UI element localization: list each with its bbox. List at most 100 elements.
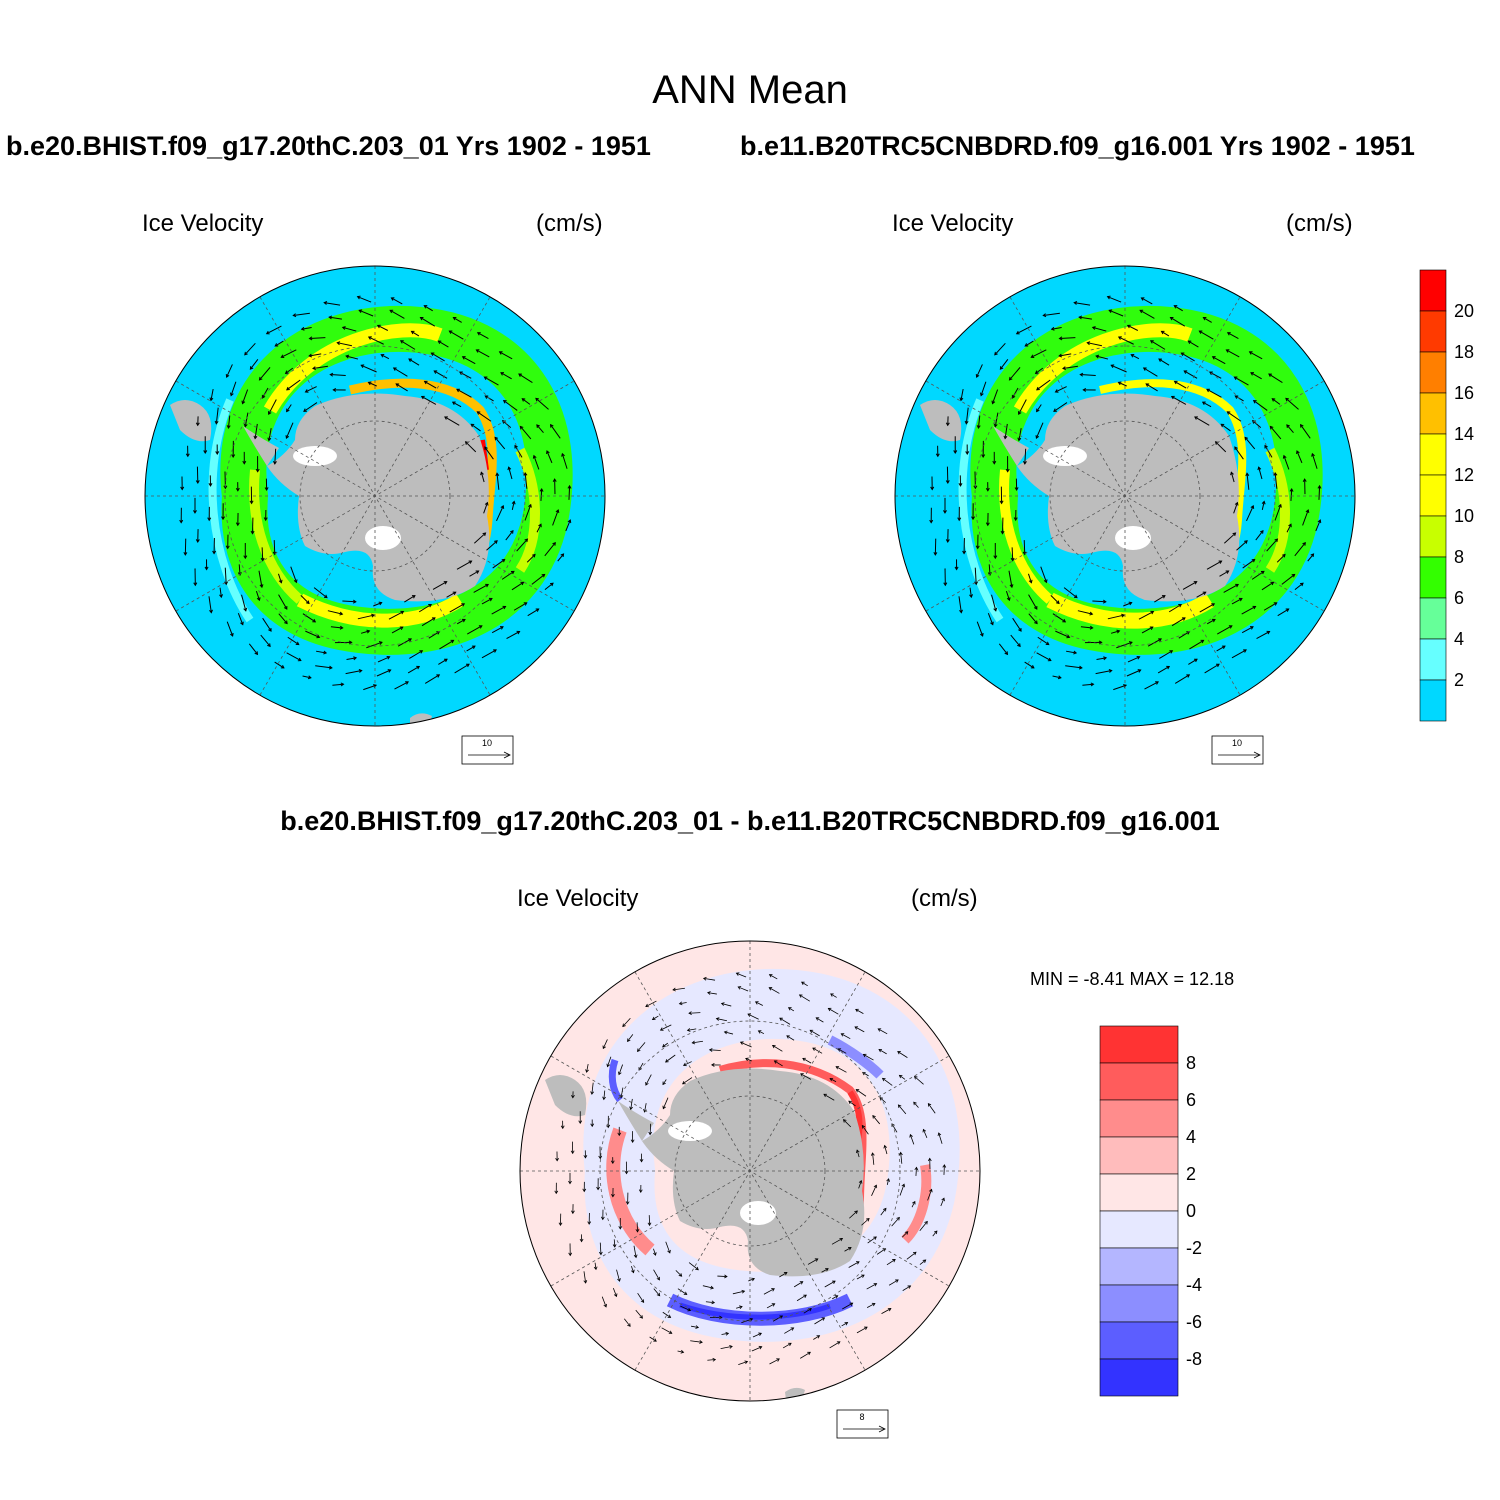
- velocity-vector-head: [707, 991, 711, 995]
- velocity-vector-head: [1117, 336, 1122, 340]
- velocity-vector: [377, 656, 390, 663]
- velocity-vector: [1037, 636, 1049, 645]
- velocity-vector: [1206, 560, 1222, 570]
- velocity-vector: [1052, 613, 1066, 623]
- velocity-vector-head: [1106, 295, 1111, 300]
- velocity-vector: [1234, 376, 1249, 386]
- velocity-vector-head: [1121, 613, 1126, 618]
- velocity-vector-head: [568, 1180, 572, 1185]
- velocity-vector: [492, 559, 506, 569]
- velocity-vector: [622, 1018, 631, 1027]
- velocity-vector: [812, 1047, 823, 1054]
- velocity-vector: [420, 317, 436, 327]
- velocity-vector-head: [959, 397, 964, 402]
- velocity-vector: [1315, 519, 1321, 532]
- velocity-vector-head: [476, 332, 481, 336]
- velocity-vector-head: [969, 594, 973, 599]
- velocity-vector-head: [1198, 330, 1203, 334]
- velocity-vector: [901, 1231, 909, 1238]
- velocity-vector: [772, 1315, 783, 1322]
- velocity-vector: [999, 359, 1009, 370]
- velocity-vector-head: [356, 295, 361, 300]
- velocity-vector: [1161, 330, 1170, 337]
- velocity-vector: [1230, 472, 1235, 483]
- velocity-vector: [1154, 595, 1166, 603]
- velocity-vector: [675, 1270, 682, 1277]
- velocity-vector-head: [339, 611, 344, 616]
- velocity-vector: [824, 1280, 836, 1288]
- velocity-vector: [1036, 379, 1051, 391]
- velocity-vector-head: [1220, 423, 1225, 428]
- velocity-vector: [709, 1049, 721, 1051]
- velocity-vector: [661, 1327, 672, 1334]
- velocity-vector-head: [323, 301, 328, 305]
- velocity-vector-head: [1140, 297, 1145, 301]
- velocity-vector: [226, 621, 234, 637]
- velocity-vector-head: [1155, 681, 1159, 685]
- velocity-vector-head: [999, 366, 1004, 370]
- velocity-vector-head: [195, 539, 200, 543]
- left-reference-vector: 10: [461, 735, 514, 765]
- velocity-vector: [368, 381, 377, 387]
- velocity-vector-head: [1053, 408, 1057, 412]
- velocity-vector-head: [285, 435, 290, 440]
- diff-colorbar-box: [1099, 1062, 1179, 1101]
- velocity-vector-head: [602, 1045, 606, 1050]
- velocity-vector: [809, 1029, 820, 1037]
- velocity-vector: [1302, 509, 1309, 526]
- right-reference-vector-label: 10: [1232, 738, 1242, 748]
- velocity-vector-head: [600, 1216, 605, 1221]
- velocity-vector-head: [494, 436, 499, 441]
- velocity-vector-head: [1005, 468, 1010, 473]
- velocity-vector-head: [827, 1007, 832, 1012]
- velocity-vector-head: [1218, 560, 1223, 564]
- velocity-vector-head: [260, 557, 265, 562]
- velocity-vector: [388, 611, 404, 620]
- velocity-vector: [702, 1285, 714, 1289]
- main-colorbar-label: 18: [1454, 342, 1474, 362]
- velocity-vector: [855, 1009, 864, 1014]
- velocity-vector-head: [339, 625, 344, 630]
- velocity-vector: [645, 1074, 652, 1086]
- velocity-vector: [1215, 441, 1227, 453]
- velocity-vector-head: [578, 1120, 583, 1124]
- velocity-vector-head: [1058, 353, 1063, 358]
- velocity-vector-head: [1089, 611, 1094, 616]
- velocity-vector-head: [844, 1322, 849, 1326]
- velocity-vector: [815, 1017, 824, 1023]
- velocity-vector-head: [648, 1131, 653, 1136]
- velocity-vector: [237, 612, 244, 625]
- velocity-vector: [732, 1290, 745, 1295]
- velocity-vector: [637, 1042, 646, 1052]
- velocity-vector: [871, 1184, 877, 1196]
- velocity-vector: [1171, 617, 1186, 627]
- velocity-vector: [315, 665, 332, 669]
- velocity-vector: [1258, 467, 1263, 480]
- velocity-vector-head: [1317, 484, 1322, 489]
- velocity-vector: [1246, 505, 1254, 522]
- velocity-vector-head: [229, 632, 234, 637]
- velocity-vector: [800, 1073, 812, 1080]
- velocity-vector: [1009, 367, 1021, 381]
- diff-colorbar-box: [1099, 1321, 1179, 1360]
- velocity-vector-head: [1149, 626, 1154, 630]
- velocity-vector: [793, 1281, 803, 1288]
- velocity-vector-head: [651, 1016, 656, 1021]
- velocity-vector-head: [1036, 408, 1040, 413]
- velocity-vector-head: [809, 1029, 814, 1034]
- velocity-vector: [215, 407, 219, 424]
- velocity-vector: [603, 1090, 606, 1100]
- velocity-vector-head: [494, 540, 498, 544]
- velocity-vector: [312, 365, 329, 369]
- velocity-vector: [1035, 422, 1044, 439]
- velocity-vector: [828, 1008, 839, 1015]
- velocity-vector: [653, 1248, 656, 1256]
- velocity-vector-head: [645, 1081, 649, 1086]
- velocity-vector: [662, 1079, 667, 1085]
- velocity-vector: [210, 388, 214, 401]
- diff-colorbar-label: -4: [1186, 1275, 1202, 1295]
- velocity-vector-head: [340, 682, 345, 687]
- velocity-vector: [255, 590, 260, 601]
- velocity-vector: [880, 1208, 887, 1216]
- velocity-vector: [1274, 472, 1278, 489]
